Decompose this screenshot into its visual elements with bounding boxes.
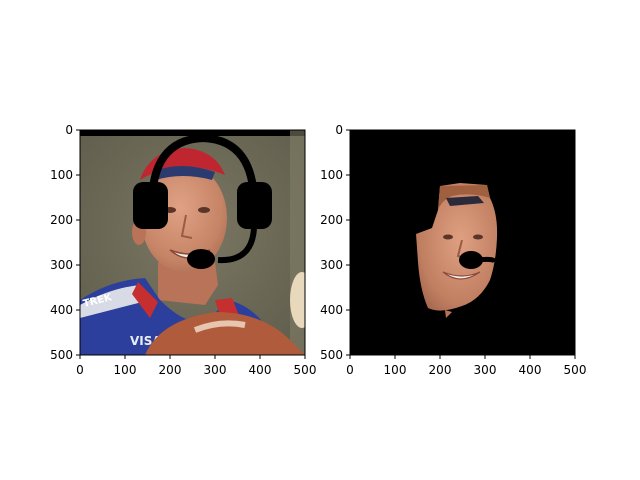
right-image xyxy=(350,130,575,355)
left-x-axis: 0 100 200 300 400 500 xyxy=(76,355,316,377)
right-y-axis: 0 100 200 300 400 500 xyxy=(320,123,350,362)
left-y-tick-label: 0 xyxy=(65,123,73,137)
right-x-tick-label: 100 xyxy=(384,363,407,377)
left-image: TREK VISA xyxy=(80,130,305,355)
left-x-tick-label: 100 xyxy=(114,363,137,377)
left-x-tick-label: 300 xyxy=(204,363,227,377)
right-y-tick-label: 500 xyxy=(320,348,343,362)
left-x-tick-label: 200 xyxy=(159,363,182,377)
right-y-tick-label: 200 xyxy=(320,213,343,227)
right-x-tick-label: 500 xyxy=(564,363,587,377)
left-x-tick-label: 500 xyxy=(294,363,317,377)
left-x-tick-label: 0 xyxy=(76,363,84,377)
left-axes-frame xyxy=(79,129,306,356)
left-y-axis: 0 100 200 300 400 500 xyxy=(50,123,80,362)
right-x-axis: 0 100 200 300 400 500 xyxy=(346,355,586,377)
left-y-tick-label: 300 xyxy=(50,258,73,272)
right-y-tick-label: 300 xyxy=(320,258,343,272)
right-axes-frame xyxy=(349,129,576,356)
right-y-tick-label: 100 xyxy=(320,168,343,182)
right-y-tick-label: 0 xyxy=(335,123,343,137)
left-axes: TREK VISA 0 100 200 300 400 500 01 xyxy=(50,123,316,377)
left-y-tick-label: 400 xyxy=(50,303,73,317)
right-x-tick-label: 200 xyxy=(429,363,452,377)
right-x-tick-label: 300 xyxy=(474,363,497,377)
right-x-tick-label: 400 xyxy=(519,363,542,377)
left-x-tick-label: 400 xyxy=(249,363,272,377)
left-y-tick-label: 200 xyxy=(50,213,73,227)
left-y-tick-label: 100 xyxy=(50,168,73,182)
right-axes: 0 100 200 300 400 500 0 100 200 300 400 500 xyxy=(320,123,586,377)
left-y-tick-label: 500 xyxy=(50,348,73,362)
right-y-tick-label: 400 xyxy=(320,303,343,317)
right-x-tick-label: 0 xyxy=(346,363,354,377)
